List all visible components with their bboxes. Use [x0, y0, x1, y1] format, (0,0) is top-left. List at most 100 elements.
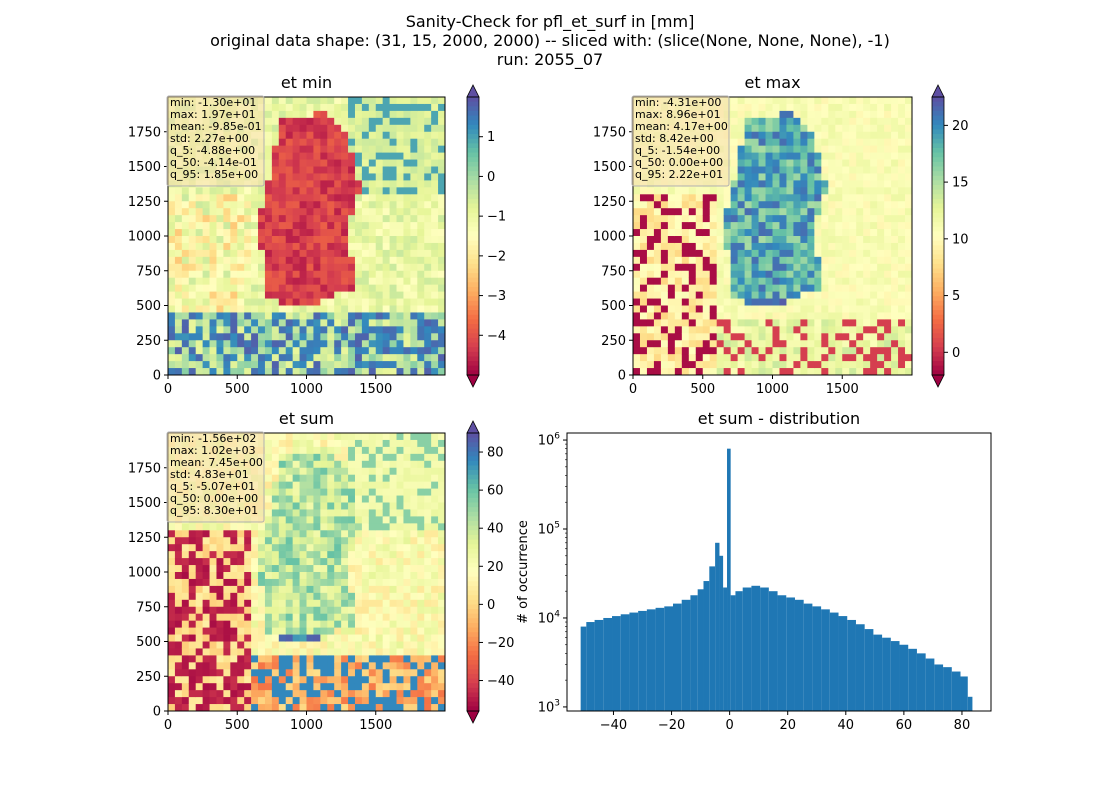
y-tick-label: 1750	[128, 125, 161, 140]
colorbar-segment	[932, 143, 944, 149]
colorbar-extend-max	[931, 84, 945, 98]
colorbar-segment	[467, 152, 479, 158]
colorbar-segment	[467, 157, 479, 163]
colorbar-segment	[932, 328, 944, 334]
stats-box-background	[631, 95, 730, 187]
histogram-bar	[709, 566, 716, 711]
colorbar-frame	[931, 96, 945, 376]
colorbar: 80 60 40 20 0 −20 −40	[466, 420, 514, 724]
colorbar-segment	[467, 296, 479, 302]
colorbar-segment	[467, 442, 479, 448]
colorbar-segment	[467, 245, 479, 251]
colorbar: 20 15 10 5 0	[931, 84, 969, 388]
colorbar-segment	[467, 692, 479, 698]
histogram-bar	[655, 607, 665, 711]
colorbar-segment	[932, 97, 944, 103]
histogram-bar	[855, 624, 865, 711]
colorbar-tick-label: 0	[487, 598, 495, 613]
colorbar-frame	[466, 432, 480, 712]
colorbar-segment	[467, 106, 479, 112]
colorbar-segment	[467, 161, 479, 167]
colorbar-segment	[932, 217, 944, 223]
stats-line: q_50: -4.14e-01	[170, 156, 257, 169]
colorbar-segment	[467, 539, 479, 545]
colorbar-segment	[932, 296, 944, 302]
y-tick-label: 1500	[128, 160, 161, 175]
colorbar-segment	[467, 678, 479, 684]
colorbar-segment	[932, 370, 944, 376]
stats-line: std: 4.83e+01	[170, 468, 249, 481]
heatmap-image	[168, 97, 446, 376]
colorbar-segment	[467, 451, 479, 457]
colorbar-segment	[467, 613, 479, 619]
colorbar-segment	[467, 226, 479, 232]
y-tick-label: 750	[136, 264, 161, 279]
colorbar-segment	[467, 342, 479, 348]
colorbar-segment	[467, 97, 479, 103]
colorbar-segment	[467, 558, 479, 564]
colorbar-segment	[467, 595, 479, 601]
x-tick-label: 40	[838, 718, 855, 733]
histogram-bar	[638, 610, 647, 711]
y-tick-label: 1500	[593, 160, 626, 175]
histogram-bar	[908, 648, 917, 711]
histogram-bar	[777, 595, 787, 711]
colorbar-segment	[932, 185, 944, 191]
colorbar-segment	[467, 115, 479, 121]
colorbar-tick-label: −1	[487, 210, 506, 225]
colorbar-segment	[467, 433, 479, 439]
stats-line: q_5: -4.88e+00	[170, 144, 255, 157]
colorbar-segment	[467, 147, 479, 154]
colorbar-segment	[932, 110, 944, 117]
colorbar-segment	[932, 305, 944, 311]
y-tick-label: 500	[601, 299, 626, 314]
histogram-bar	[580, 626, 587, 711]
histogram-bar	[934, 664, 944, 711]
colorbar-segment	[467, 567, 479, 573]
stats-line: max: 8.96e+01	[635, 108, 721, 121]
stats-line: q_5: -1.54e+00	[635, 144, 720, 157]
colorbar-segment	[932, 138, 944, 144]
colorbar-segment	[467, 460, 479, 466]
histogram-bar	[620, 614, 630, 711]
colorbar-segment	[467, 650, 479, 656]
stats-line: q_95: 1.85e+00	[170, 168, 258, 181]
colorbar-frame	[466, 96, 480, 376]
colorbar-segment	[932, 152, 944, 158]
colorbar-segment	[467, 273, 479, 279]
histogram-bar	[916, 653, 926, 711]
colorbar-segment	[467, 138, 479, 144]
colorbar-tick-label: 5	[952, 289, 960, 304]
colorbar-segment	[932, 161, 944, 167]
histogram-bar	[723, 587, 728, 711]
y-tick-label: 500	[136, 299, 161, 314]
x-tick-label: 500	[225, 382, 250, 397]
histogram-bar	[943, 667, 952, 711]
colorbar-segment	[467, 507, 479, 513]
colorbar-segment	[932, 236, 944, 242]
colorbar-extend-max	[466, 84, 480, 98]
histogram-bar	[697, 589, 704, 711]
colorbar-segment	[932, 361, 944, 367]
colorbar-segment	[467, 370, 479, 376]
colorbar-segment	[467, 572, 479, 578]
colorbar-segment	[932, 101, 944, 107]
colorbar-segment	[932, 180, 944, 186]
colorbar-segment	[467, 268, 479, 274]
heatmap-panel-1: et min 0 500 1000 1500 0 250 500 750 1000 1250 1500…	[128, 73, 506, 397]
colorbar-segment	[467, 706, 479, 712]
histogram-bar	[864, 629, 874, 711]
colorbar-segment	[467, 208, 479, 214]
colorbar-segment	[467, 286, 479, 293]
colorbar-tick-label: −2	[487, 249, 506, 264]
colorbar-segment	[467, 277, 479, 283]
colorbar-segment	[467, 361, 479, 367]
colorbar-segment	[467, 305, 479, 311]
colorbar-segment	[932, 120, 944, 126]
x-tick-label: 0	[629, 382, 637, 397]
stats-line: min: -4.31e+00	[635, 96, 721, 109]
colorbar-segment	[932, 189, 944, 195]
colorbar-segment	[467, 143, 479, 149]
